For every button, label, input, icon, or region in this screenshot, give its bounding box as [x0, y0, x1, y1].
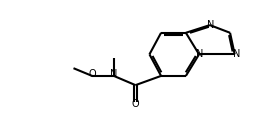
Text: N: N	[233, 49, 240, 59]
Text: O: O	[88, 69, 96, 79]
Text: O: O	[132, 99, 139, 109]
Text: N: N	[196, 49, 203, 59]
Text: N: N	[207, 20, 214, 30]
Text: N: N	[110, 69, 118, 79]
